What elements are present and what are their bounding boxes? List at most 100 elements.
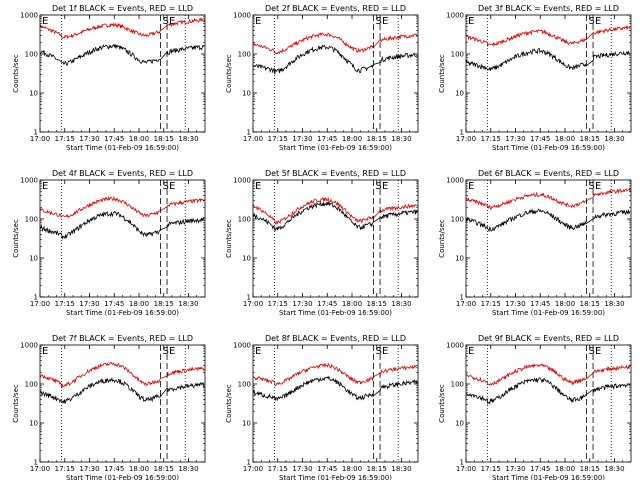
x-tick-label: 17:15	[55, 465, 75, 473]
x-tick-label: 17:30	[292, 465, 312, 473]
lld-series-line	[252, 362, 418, 387]
y-axis-label: Counts/sec	[225, 219, 233, 258]
events-series-line	[39, 210, 205, 240]
marker-s: S	[375, 181, 381, 192]
y-tick-label: 1	[34, 459, 38, 467]
x-axis-label: Start Time (01-Feb-09 16:59:00)	[279, 309, 392, 317]
marker-e-left: E	[468, 16, 474, 27]
x-tick-label: 17:15	[55, 135, 75, 143]
x-tick-label: 17:45	[530, 465, 550, 473]
x-tick-label: 17:00	[30, 135, 50, 143]
x-tick-label: 18:15	[154, 135, 174, 143]
x-tick-label: 17:00	[456, 465, 476, 473]
x-tick-label: 17:00	[456, 135, 476, 143]
x-tick-label: 17:15	[481, 135, 501, 143]
y-tick-label: 10	[29, 90, 38, 98]
panel-title: Det 1f BLACK = Events, RED = LLD	[52, 4, 193, 13]
x-tick-label: 17:30	[79, 465, 99, 473]
x-tick-label: 17:30	[79, 300, 99, 308]
x-tick-label: 17:45	[104, 135, 124, 143]
lld-series-line	[465, 24, 631, 48]
x-tick-label: 17:00	[243, 135, 263, 143]
x-tick-label: 17:45	[530, 135, 550, 143]
x-tick-label: 18:00	[129, 465, 149, 473]
x-tick-label: 18:15	[580, 135, 600, 143]
marker-s: S	[162, 16, 168, 27]
marker-e-left: E	[42, 16, 48, 27]
marker-e-left: E	[468, 346, 474, 357]
x-tick-label: 18:15	[580, 300, 600, 308]
lld-series-line	[465, 187, 631, 210]
events-series-line	[465, 208, 631, 232]
panel-title: Det 3f BLACK = Events, RED = LLD	[478, 4, 619, 13]
marker-e-right: E	[382, 346, 388, 357]
y-axis-label: Counts/sec	[12, 384, 20, 423]
marker-s: S	[588, 346, 594, 357]
y-tick-label: 100	[238, 51, 251, 59]
panel-title: Det 4f BLACK = Events, RED = LLD	[52, 169, 193, 178]
plot-frame	[252, 344, 419, 463]
x-tick-label: 17:45	[530, 300, 550, 308]
y-axis-label: Counts/sec	[12, 219, 20, 258]
y-tick-label: 1000	[446, 12, 464, 20]
y-tick-label: 1	[460, 294, 464, 302]
x-tick-label: 17:00	[243, 300, 263, 308]
lld-series-line	[39, 195, 205, 219]
x-tick-label: 18:15	[367, 135, 387, 143]
x-tick-label: 18:00	[129, 135, 149, 143]
panel-title: Det 8f BLACK = Events, RED = LLD	[265, 334, 406, 343]
y-tick-label: 10	[455, 420, 464, 428]
x-tick-label: 18:30	[604, 465, 624, 473]
x-axis-label: Start Time (01-Feb-09 16:59:00)	[66, 144, 179, 152]
marker-e-left: E	[255, 346, 261, 357]
x-tick-label: 17:45	[104, 300, 124, 308]
y-tick-label: 100	[238, 216, 251, 224]
y-tick-label: 1	[34, 294, 38, 302]
lld-series-line	[465, 362, 631, 386]
lld-series-line	[252, 32, 418, 55]
x-tick-label: 17:15	[481, 465, 501, 473]
x-tick-label: 18:15	[154, 300, 174, 308]
events-series-line	[252, 375, 418, 402]
x-tick-label: 18:00	[342, 135, 362, 143]
lld-series-line	[39, 362, 205, 388]
x-tick-label: 17:30	[292, 300, 312, 308]
y-tick-label: 1	[247, 459, 251, 467]
x-tick-label: 17:00	[456, 300, 476, 308]
x-tick-label: 17:15	[55, 300, 75, 308]
x-tick-label: 18:15	[367, 300, 387, 308]
marker-e-right: E	[382, 16, 388, 27]
x-tick-label: 18:30	[178, 465, 198, 473]
x-tick-label: 17:45	[104, 465, 124, 473]
marker-s: S	[588, 16, 594, 27]
y-axis-label: Counts/sec	[225, 384, 233, 423]
marker-s: S	[162, 346, 168, 357]
x-tick-label: 17:30	[79, 135, 99, 143]
y-tick-label: 10	[455, 255, 464, 263]
x-tick-label: 17:30	[505, 135, 525, 143]
x-tick-label: 17:00	[243, 465, 263, 473]
plot-frame	[465, 344, 632, 463]
y-tick-label: 100	[451, 216, 464, 224]
y-tick-label: 10	[242, 420, 251, 428]
y-tick-label: 10	[242, 90, 251, 98]
x-tick-label: 18:15	[580, 465, 600, 473]
marker-e-right: E	[169, 346, 175, 357]
y-tick-label: 10	[455, 90, 464, 98]
x-tick-label: 17:00	[30, 300, 50, 308]
panel-title: Det 9f BLACK = Events, RED = LLD	[478, 334, 619, 343]
panel-title: Det 6f BLACK = Events, RED = LLD	[478, 169, 619, 178]
x-tick-label: 18:30	[178, 300, 198, 308]
x-tick-label: 17:15	[481, 300, 501, 308]
y-axis-label: Counts/sec	[12, 54, 20, 93]
y-tick-label: 1	[460, 129, 464, 137]
x-tick-label: 17:30	[505, 300, 525, 308]
panel-title: Det 2f BLACK = Events, RED = LLD	[265, 4, 406, 13]
y-tick-label: 1000	[233, 12, 251, 20]
